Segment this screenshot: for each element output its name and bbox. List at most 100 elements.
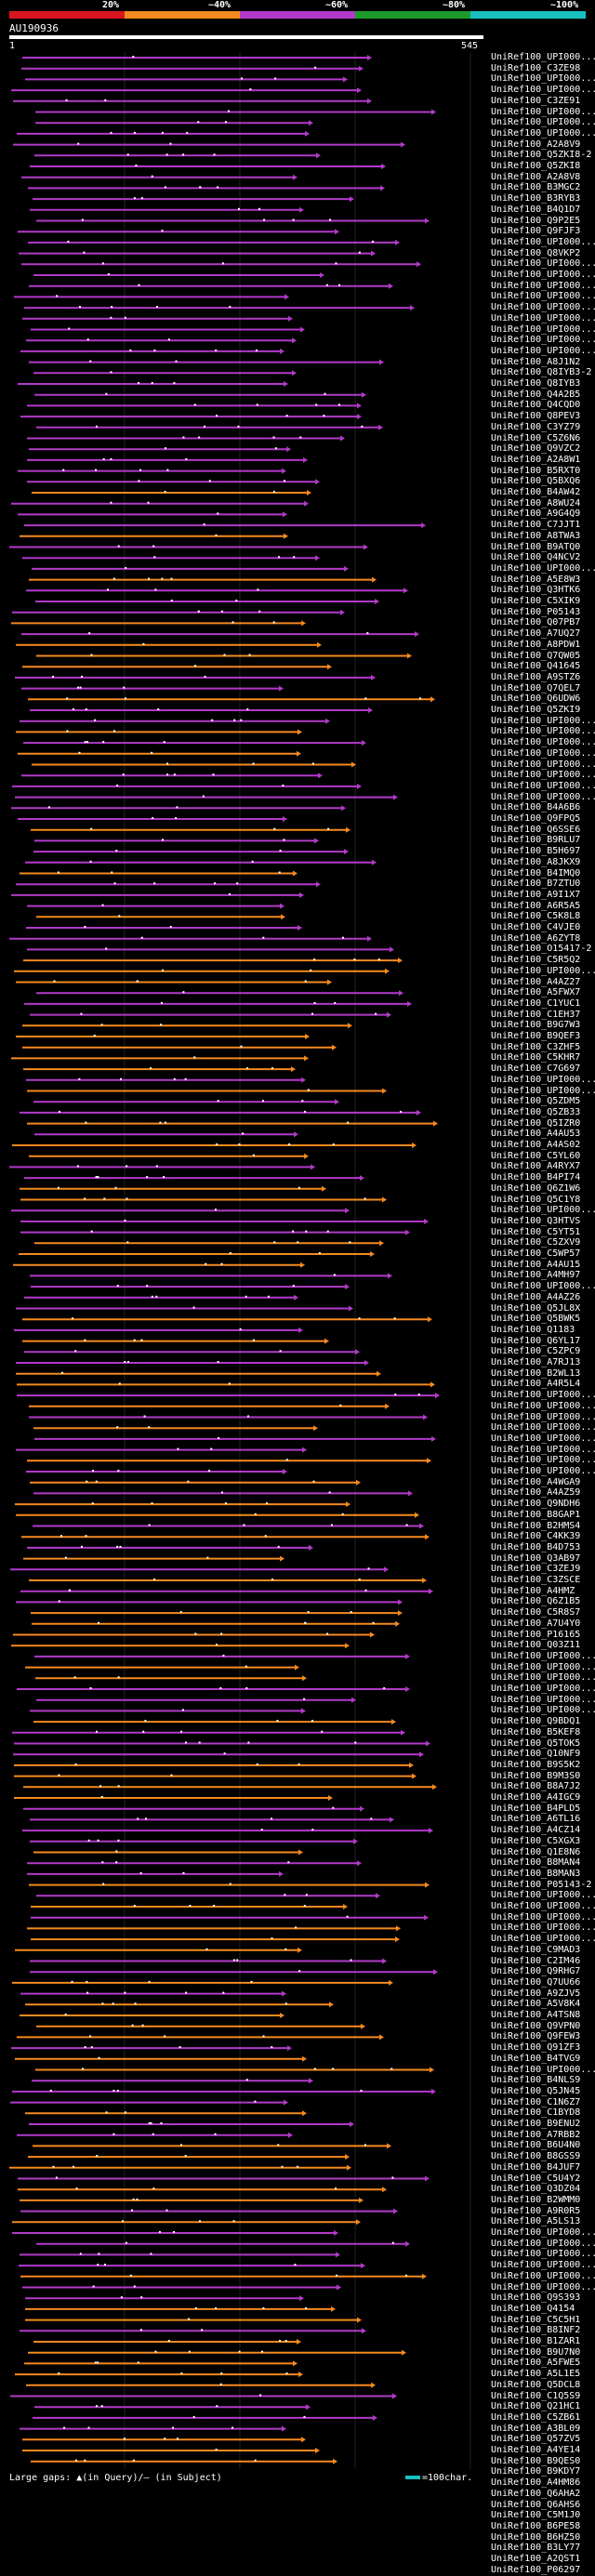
- hit-label[interactable]: UniRef100_C3YZ79: [491, 421, 581, 432]
- hit-label[interactable]: UniRef100_UPI000...: [491, 770, 595, 781]
- hit-label[interactable]: UniRef100_B8MAN4: [491, 1857, 581, 1869]
- hit-label[interactable]: UniRef100_B4D753: [491, 1541, 581, 1552]
- hit-label[interactable]: UniRef100_UPI000...: [491, 2064, 595, 2075]
- hit-label[interactable]: UniRef100_UPI000...: [491, 280, 595, 291]
- hit-label[interactable]: UniRef100_A6ZYT8: [491, 932, 581, 944]
- hit-label[interactable]: UniRef100_B6U4N0: [491, 2140, 581, 2151]
- hit-label[interactable]: UniRef100_A4TSN8: [491, 2010, 581, 2020]
- hit-label[interactable]: UniRef100_B8GAP1: [491, 1509, 581, 1520]
- hit-label[interactable]: UniRef100_A4WGA9: [491, 1476, 581, 1487]
- hit-label[interactable]: UniRef100_Q6SSE6: [491, 824, 581, 835]
- hit-label[interactable]: UniRef100_UPI000...: [491, 1684, 595, 1694]
- hit-label[interactable]: UniRef100_B5KEF8: [491, 1726, 581, 1737]
- hit-label[interactable]: UniRef100_Q5JN45: [491, 2085, 581, 2096]
- hit-label[interactable]: UniRef100_Q4CQD0: [491, 400, 581, 411]
- hit-label[interactable]: UniRef100_B9KDY7: [491, 2466, 581, 2477]
- hit-label[interactable]: UniRef100_Q6AHA2: [491, 2488, 581, 2499]
- hit-label[interactable]: UniRef100_P05143-2: [491, 1879, 592, 1890]
- hit-label[interactable]: UniRef100_Q6Z1W6: [491, 1182, 581, 1194]
- hit-label[interactable]: UniRef100_C1N6Z7: [491, 2096, 581, 2107]
- hit-label[interactable]: UniRef100_A2A8W1: [491, 454, 581, 465]
- hit-label[interactable]: UniRef100_Q3AB97: [491, 1552, 581, 1564]
- hit-label[interactable]: UniRef100_Q4154: [491, 2303, 575, 2314]
- hit-label[interactable]: UniRef100_B4TVG9: [491, 2053, 581, 2064]
- hit-label[interactable]: UniRef100_UPI000...: [491, 1705, 595, 1716]
- hit-label[interactable]: UniRef100_A4R5L4: [491, 1379, 581, 1390]
- hit-label[interactable]: UniRef100_C4KK39: [491, 1531, 581, 1542]
- hit-label[interactable]: UniRef100_C5ZXV9: [491, 1237, 581, 1248]
- hit-label[interactable]: UniRef100_Q5ZKI9: [491, 705, 581, 715]
- hit-label[interactable]: UniRef100_B4NLS9: [491, 2075, 581, 2086]
- hit-label[interactable]: UniRef100_B5H697: [491, 846, 581, 857]
- hit-label[interactable]: UniRef100_C5ZB61: [491, 2411, 581, 2423]
- hit-label[interactable]: UniRef100_Q41645: [491, 661, 581, 672]
- hit-label[interactable]: UniRef100_UPI000...: [491, 1455, 595, 1466]
- hit-label[interactable]: UniRef100_A4MH97: [491, 1270, 581, 1281]
- hit-label[interactable]: UniRef100_B6PE58: [491, 2520, 581, 2531]
- hit-label[interactable]: UniRef100_UPI000...: [491, 1444, 595, 1455]
- hit-label[interactable]: UniRef100_P16165: [491, 1629, 581, 1640]
- hit-label[interactable]: UniRef100_UPI000...: [491, 1411, 595, 1422]
- hit-label[interactable]: UniRef100_UPI000...: [491, 965, 595, 976]
- hit-label[interactable]: UniRef100_A7UQ27: [491, 628, 581, 640]
- hit-label[interactable]: UniRef100_A4YE14: [491, 2445, 581, 2455]
- hit-label[interactable]: UniRef100_A4AU15: [491, 1259, 581, 1270]
- hit-label[interactable]: UniRef100_UPI000...: [491, 1085, 595, 1096]
- hit-label[interactable]: UniRef100_C3ZE91: [491, 95, 581, 106]
- hit-label[interactable]: UniRef100_P06297: [491, 2564, 581, 2575]
- hit-label[interactable]: UniRef100_Q5C1Y8: [491, 1194, 581, 1205]
- hit-label[interactable]: UniRef100_A4HMZ: [491, 1585, 575, 1596]
- hit-label[interactable]: UniRef100_A9G4Q9: [491, 509, 581, 520]
- hit-label[interactable]: UniRef100_UPI000...: [491, 302, 595, 313]
- hit-label[interactable]: UniRef100_UPI000...: [491, 2238, 595, 2249]
- hit-label[interactable]: UniRef100_C9MAD3: [491, 1944, 581, 1955]
- hit-label[interactable]: UniRef100_UPI000...: [491, 73, 595, 85]
- hit-label[interactable]: UniRef100_A9I1X7: [491, 889, 581, 900]
- hit-label[interactable]: UniRef100_B4IMQ0: [491, 867, 581, 878]
- hit-label[interactable]: UniRef100_UPI000...: [491, 1281, 595, 1292]
- hit-label[interactable]: UniRef100_UPI000...: [491, 1422, 595, 1433]
- hit-label[interactable]: UniRef100_Q6AHS6: [491, 2499, 581, 2510]
- hit-label[interactable]: UniRef100_UPI000...: [491, 791, 595, 802]
- hit-label[interactable]: UniRef100_UPI000...: [491, 2249, 595, 2260]
- hit-label[interactable]: UniRef100_Q9VZC2: [491, 443, 581, 455]
- hit-label[interactable]: UniRef100_C5KHR7: [491, 1052, 581, 1063]
- hit-label[interactable]: UniRef100_C5Z6N6: [491, 432, 581, 443]
- hit-label[interactable]: UniRef100_Q3HTK6: [491, 585, 581, 596]
- hit-label[interactable]: UniRef100_UPI000...: [491, 1074, 595, 1085]
- hit-label[interactable]: UniRef100_A8TWA3: [491, 530, 581, 541]
- hit-label[interactable]: UniRef100_B8MAN3: [491, 1868, 581, 1879]
- hit-label[interactable]: UniRef100_A4HM86: [491, 2477, 581, 2489]
- hit-label[interactable]: UniRef100_B7ZTU0: [491, 878, 581, 890]
- hit-label[interactable]: UniRef100_UPI000...: [491, 335, 595, 346]
- hit-label[interactable]: UniRef100_C5YT51: [491, 1226, 581, 1237]
- hit-label[interactable]: UniRef100_B9QES0: [491, 2455, 581, 2466]
- hit-label[interactable]: UniRef100_Q9FJF3: [491, 226, 581, 237]
- hit-label[interactable]: UniRef100_UPI000...: [491, 1205, 595, 1216]
- hit-label[interactable]: UniRef100_Q7QEL7: [491, 682, 581, 694]
- hit-label[interactable]: UniRef100_C2IM46: [491, 1955, 581, 1966]
- hit-label[interactable]: UniRef100_Q5BXQ6: [491, 476, 581, 487]
- hit-label[interactable]: UniRef100_Q9VPN0: [491, 2020, 581, 2031]
- hit-label[interactable]: UniRef100_B2HMS4: [491, 1520, 581, 1531]
- hit-label[interactable]: UniRef100_B4Q1D7: [491, 204, 581, 215]
- hit-label[interactable]: UniRef100_C7JJT1: [491, 520, 581, 531]
- hit-label[interactable]: UniRef100_C5XIK9: [491, 596, 581, 606]
- hit-label[interactable]: UniRef100_Q5ZKI8: [491, 161, 581, 171]
- hit-label[interactable]: UniRef100_Q5JL8X: [491, 1302, 581, 1314]
- hit-label[interactable]: UniRef100_B4A6B6: [491, 802, 581, 813]
- hit-label[interactable]: UniRef100_Q8IYB3-2: [491, 367, 592, 378]
- hit-label[interactable]: UniRef100_B3MGC2: [491, 182, 581, 193]
- hit-label[interactable]: UniRef100_Q6Z1B5: [491, 1596, 581, 1607]
- hit-label[interactable]: UniRef100_UPI000...: [491, 1890, 595, 1901]
- hit-label[interactable]: UniRef100_UPI000...: [491, 715, 595, 726]
- hit-label[interactable]: UniRef100_A5FWE5: [491, 2358, 581, 2369]
- hit-label[interactable]: UniRef100_UPI000...: [491, 106, 595, 117]
- hit-label[interactable]: UniRef100_UPI000...: [491, 1911, 595, 1922]
- hit-label[interactable]: UniRef100_B9RLU7: [491, 835, 581, 846]
- hit-label[interactable]: UniRef100_Q9RHG7: [491, 1966, 581, 1977]
- hit-label[interactable]: UniRef100_UPI000...: [491, 1694, 595, 1705]
- hit-label[interactable]: UniRef100_Q7UU66: [491, 1976, 581, 1988]
- hit-label[interactable]: UniRef100_UPI000...: [491, 2270, 595, 2281]
- hit-label[interactable]: UniRef100_A9ZJV5: [491, 1988, 581, 1999]
